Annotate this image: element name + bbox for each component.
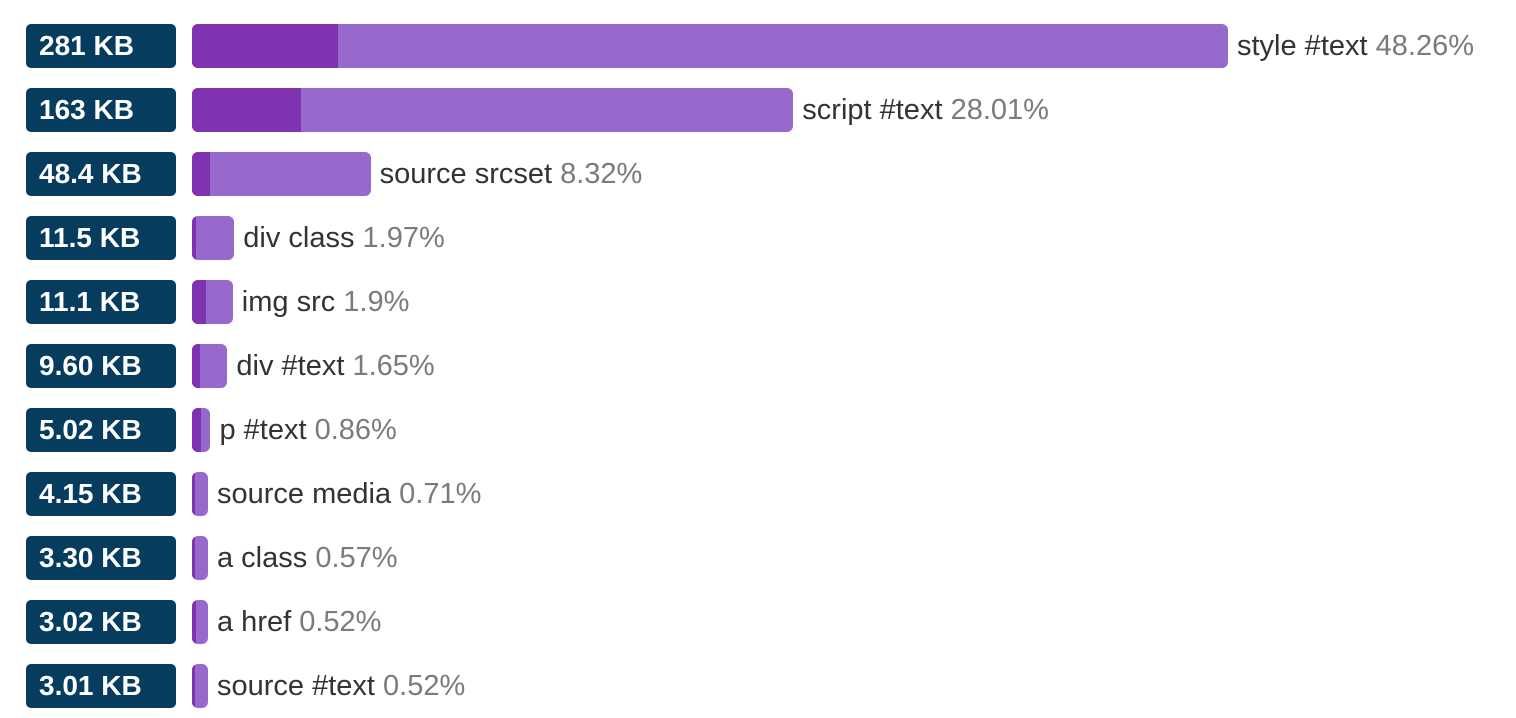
chart-row: 3.02 KB a href 0.52%: [0, 600, 1516, 646]
size-badge: 11.5 KB: [26, 216, 176, 260]
bar: [192, 536, 208, 580]
chart-row: 11.1 KB img src 1.9%: [0, 280, 1516, 326]
bar-highlight: [192, 24, 338, 68]
chart-row: 3.01 KB source #text 0.52%: [0, 664, 1516, 710]
bar-name: source media: [217, 478, 392, 510]
bar-label: script #text 28.01%: [802, 88, 1049, 132]
chart-row: 9.60 KB div #text 1.65%: [0, 344, 1516, 390]
bar-name: div class: [243, 222, 355, 254]
bar-percent: 0.86%: [314, 414, 397, 446]
bar: [192, 88, 794, 132]
bar-label: a href 0.52%: [217, 600, 381, 644]
bar: [192, 408, 211, 452]
chart-row: 11.5 KB div class 1.97%: [0, 216, 1516, 262]
bar-label: div #text 1.65%: [236, 344, 434, 388]
chart-row: 163 KB script #text 28.01%: [0, 88, 1516, 134]
bar-label: p #text 0.86%: [219, 408, 396, 452]
bar-percent: 0.52%: [299, 606, 382, 638]
bar-highlight: [192, 344, 200, 388]
bar: [192, 472, 208, 516]
bar-label: source media 0.71%: [217, 472, 481, 516]
chart-row: 281 KB style #text 48.26%: [0, 24, 1516, 70]
size-badge: 3.30 KB: [26, 536, 176, 580]
bar-percent: 0.52%: [383, 670, 466, 702]
bar-name: div #text: [236, 350, 345, 382]
bar-percent: 0.57%: [315, 542, 398, 574]
bar-percent: 28.01%: [950, 94, 1049, 126]
size-badge: 11.1 KB: [26, 280, 176, 324]
size-badge: 4.15 KB: [26, 472, 176, 516]
bar-label: style #text 48.26%: [1237, 24, 1474, 68]
bar-highlight: [192, 408, 201, 452]
size-badge: 281 KB: [26, 24, 176, 68]
bar-highlight: [192, 280, 206, 324]
bar-highlight: [192, 664, 195, 708]
bar: [192, 280, 233, 324]
size-badge: 5.02 KB: [26, 408, 176, 452]
bar-highlight: [192, 216, 197, 260]
chart-row: 4.15 KB source media 0.71%: [0, 472, 1516, 518]
bar-label: img src 1.9%: [242, 280, 410, 324]
size-badge: 9.60 KB: [26, 344, 176, 388]
bar-name: source #text: [217, 670, 375, 702]
bar-name: p #text: [219, 414, 307, 446]
bar-highlight: [192, 536, 195, 580]
bar-highlight: [192, 88, 302, 132]
chart-row: 3.30 KB a class 0.57%: [0, 536, 1516, 582]
size-badge: 3.02 KB: [26, 600, 176, 644]
size-badge: 163 KB: [26, 88, 176, 132]
size-badge: 3.01 KB: [26, 664, 176, 708]
bar-percent: 8.32%: [560, 158, 643, 190]
bar-percent: 1.65%: [352, 350, 435, 382]
bar-highlight: [192, 152, 211, 196]
bar-name: a class: [217, 542, 308, 574]
bar-name: a href: [217, 606, 292, 638]
bar-name: style #text: [1237, 30, 1368, 62]
bar-name: img src: [241, 286, 336, 318]
bar: [192, 24, 1228, 68]
chart-row: 48.4 KB source srcset 8.32%: [0, 152, 1516, 198]
bar-label: div class 1.97%: [243, 216, 445, 260]
bar-highlight: [192, 472, 195, 516]
bar-name: source srcset: [379, 158, 553, 190]
bar: [192, 600, 208, 644]
bar-percent: 1.9%: [343, 286, 410, 318]
bar-label: source srcset 8.32%: [380, 152, 643, 196]
chart-row: 5.02 KB p #text 0.86%: [0, 408, 1516, 454]
bar: [192, 664, 208, 708]
bar: [192, 152, 371, 196]
bar-percent: 0.71%: [399, 478, 482, 510]
size-badge: 48.4 KB: [26, 152, 176, 196]
bar-label: source #text 0.52%: [217, 664, 465, 708]
bar: [192, 344, 228, 388]
bar-highlight: [192, 600, 197, 644]
bar-percent: 48.26%: [1375, 30, 1474, 62]
bar-name: script #text: [802, 94, 943, 126]
bar-label: a class 0.57%: [217, 536, 398, 580]
bar: [192, 216, 235, 260]
bar-percent: 1.97%: [362, 222, 445, 254]
